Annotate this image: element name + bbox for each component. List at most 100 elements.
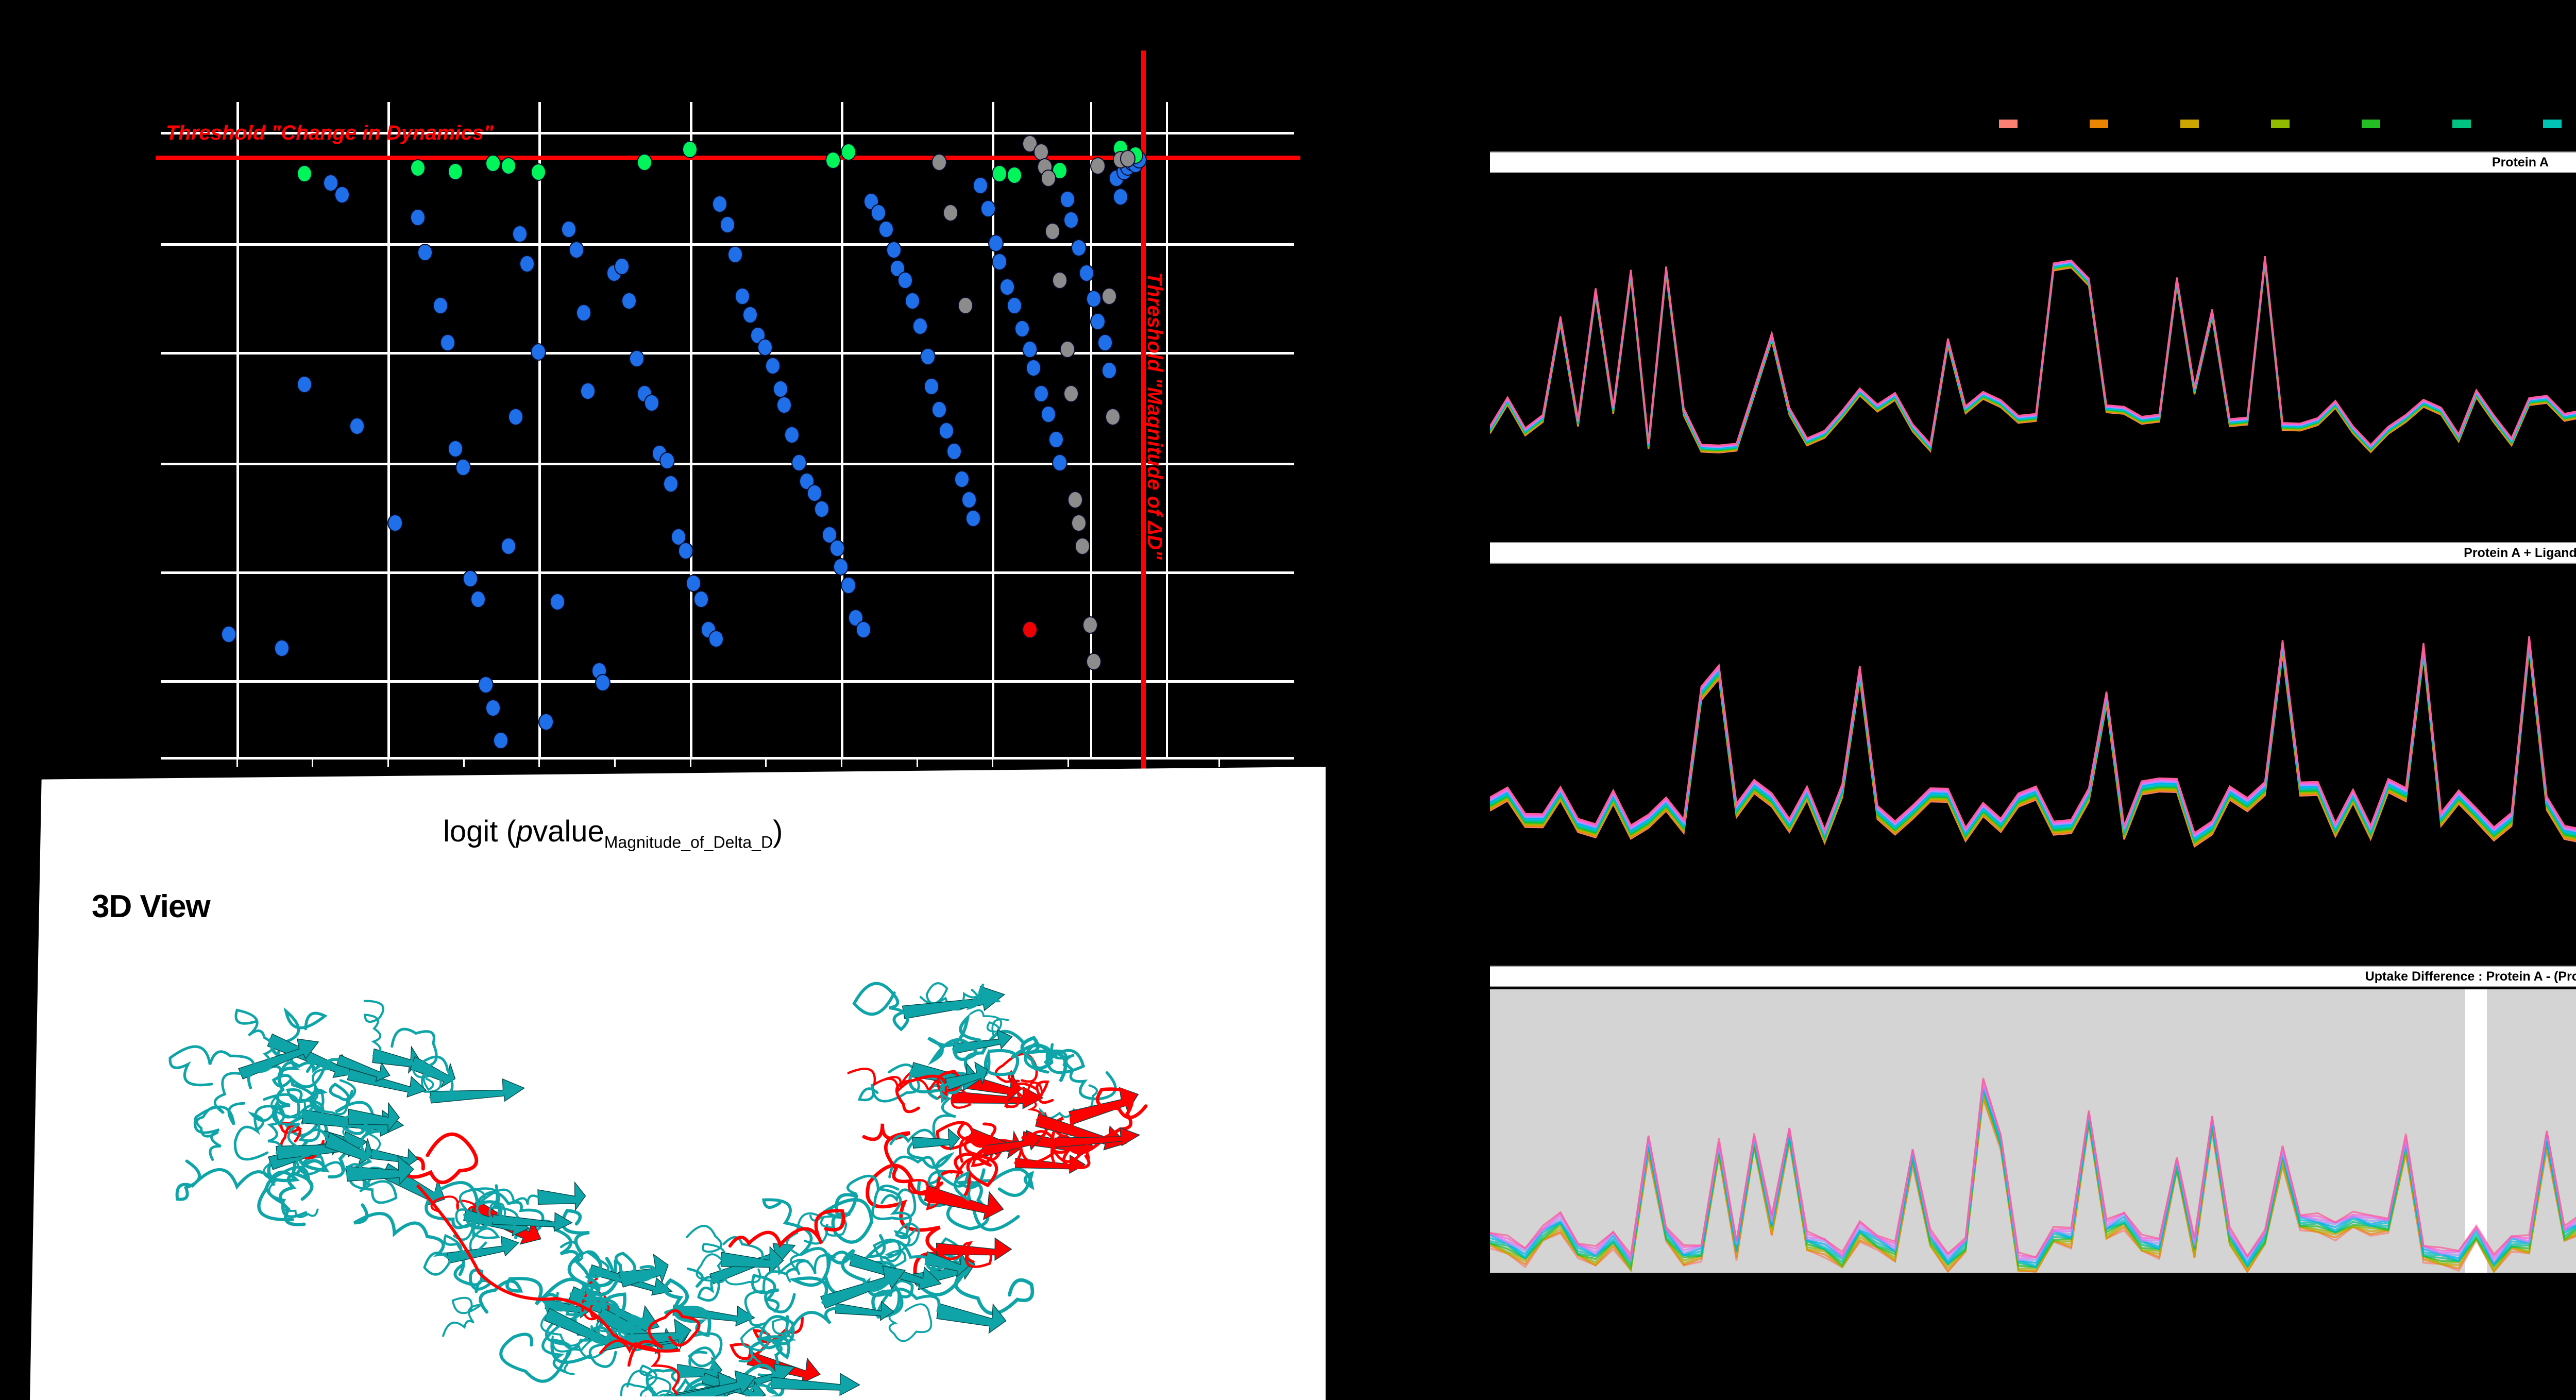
- scatter-point[interactable]: [905, 292, 921, 310]
- scatter-point[interactable]: [1033, 384, 1049, 402]
- scatter-point[interactable]: [682, 140, 698, 158]
- scatter-point[interactable]: [1041, 406, 1057, 424]
- scatter-point[interactable]: [595, 673, 611, 691]
- scatter-point[interactable]: [387, 514, 403, 532]
- scatter-point[interactable]: [727, 246, 743, 264]
- legend-swatch[interactable]: [2180, 120, 2199, 128]
- scatter-point[interactable]: [735, 288, 751, 306]
- scatter-point[interactable]: [614, 257, 630, 275]
- scatter-point[interactable]: [829, 539, 845, 558]
- scatter-point[interactable]: [621, 292, 637, 310]
- legend-swatch[interactable]: [2362, 120, 2380, 128]
- legend-swatch[interactable]: [2090, 120, 2108, 128]
- scatter-point[interactable]: [897, 271, 913, 289]
- scatter-point[interactable]: [1067, 491, 1083, 509]
- scatter-point[interactable]: [493, 732, 509, 750]
- volcano-plot-area[interactable]: Threshold "Change in Dynamics" Threshold …: [156, 50, 1300, 805]
- scatter-point[interactable]: [946, 442, 962, 460]
- scatter-point[interactable]: [833, 558, 849, 576]
- scatter-point[interactable]: [500, 157, 516, 175]
- scatter-point[interactable]: [448, 440, 463, 458]
- scatter-point[interactable]: [1014, 319, 1030, 338]
- uptake-strip-difference[interactable]: Uptake Difference : Protein A - (Protein…: [1490, 966, 2576, 1285]
- scatter-point[interactable]: [334, 185, 350, 204]
- scatter-point[interactable]: [757, 338, 773, 356]
- scatter-point[interactable]: [814, 500, 830, 518]
- scatter-point[interactable]: [485, 699, 501, 717]
- scatter-point[interactable]: [1071, 239, 1087, 257]
- scatter-point[interactable]: [708, 630, 724, 648]
- threshold-line-horizontal[interactable]: [156, 155, 1300, 160]
- scatter-point[interactable]: [1120, 149, 1136, 167]
- scatter-point[interactable]: [1041, 170, 1057, 188]
- scatter-point[interactable]: [791, 454, 807, 472]
- scatter-point[interactable]: [1097, 333, 1113, 351]
- scatter-point[interactable]: [410, 209, 426, 227]
- scatter-point[interactable]: [636, 153, 652, 171]
- legend-swatch[interactable]: [1999, 120, 2018, 128]
- scatter-point[interactable]: [686, 574, 701, 592]
- scatter-point[interactable]: [629, 350, 645, 368]
- scatter-point[interactable]: [776, 396, 792, 414]
- scatter-point[interactable]: [417, 243, 433, 261]
- uptake-strip-protein-a[interactable]: Protein A: [1490, 151, 2576, 471]
- scatter-point[interactable]: [1052, 271, 1068, 289]
- scatter-point[interactable]: [1082, 616, 1098, 634]
- scatter-point[interactable]: [939, 421, 955, 440]
- scatter-point[interactable]: [720, 215, 735, 233]
- scatter-point[interactable]: [478, 676, 494, 694]
- scatter-point[interactable]: [1007, 166, 1023, 184]
- scatter-point[interactable]: [931, 153, 947, 171]
- scatter-point[interactable]: [410, 159, 426, 177]
- scatter-point[interactable]: [999, 278, 1015, 296]
- scatter-point[interactable]: [840, 143, 856, 161]
- scatter-point[interactable]: [1078, 264, 1094, 282]
- threshold-line-vertical[interactable]: [1141, 50, 1146, 805]
- scatter-point[interactable]: [1063, 211, 1079, 229]
- legend-swatch[interactable]: [2452, 120, 2471, 128]
- scatter-point[interactable]: [1052, 454, 1068, 472]
- scatter-point[interactable]: [678, 542, 694, 560]
- scatter-point[interactable]: [973, 176, 989, 194]
- scatter-point[interactable]: [512, 225, 528, 243]
- scatter-point[interactable]: [550, 593, 565, 611]
- scatter-point[interactable]: [742, 306, 758, 324]
- scatter-point[interactable]: [1105, 408, 1121, 426]
- scatter-point[interactable]: [659, 451, 675, 469]
- scatter-point[interactable]: [712, 195, 728, 213]
- scatter-point[interactable]: [561, 220, 577, 238]
- scatter-point[interactable]: [1048, 431, 1064, 449]
- scatter-point[interactable]: [1060, 190, 1075, 208]
- uptake-strip-protein-a-ligand[interactable]: Protein A + Ligand: [1490, 542, 2576, 862]
- scatter-point[interactable]: [988, 234, 1004, 252]
- scatter-point[interactable]: [772, 380, 788, 398]
- scatter-point[interactable]: [825, 151, 841, 170]
- scatter-point[interactable]: [942, 204, 958, 222]
- scatter-point[interactable]: [931, 401, 947, 419]
- scatter-point[interactable]: [432, 297, 448, 315]
- scatter-point[interactable]: [1026, 359, 1041, 377]
- scatter-point[interactable]: [274, 639, 290, 657]
- scatter-point[interactable]: [886, 241, 902, 259]
- scatter-point[interactable]: [485, 154, 501, 172]
- scatter-point[interactable]: [878, 220, 894, 238]
- scatter-point[interactable]: [1033, 143, 1049, 161]
- scatter-point[interactable]: [1090, 313, 1106, 331]
- scatter-point[interactable]: [531, 343, 547, 361]
- scatter-point[interactable]: [1101, 288, 1117, 306]
- scatter-point[interactable]: [296, 165, 312, 183]
- scatter-point[interactable]: [1112, 188, 1128, 206]
- scatter-point[interactable]: [1086, 653, 1102, 671]
- scatter-point[interactable]: [568, 241, 584, 259]
- scatter-point[interactable]: [1086, 290, 1102, 308]
- scatter-point[interactable]: [954, 470, 970, 488]
- scatter-point[interactable]: [455, 459, 471, 477]
- scatter-point[interactable]: [644, 394, 660, 412]
- scatter-point[interactable]: [221, 625, 236, 643]
- scatter-point[interactable]: [912, 317, 928, 335]
- scatter-point[interactable]: [1007, 297, 1023, 315]
- scatter-point[interactable]: [519, 255, 535, 273]
- scatter-point[interactable]: [924, 378, 939, 396]
- strip-plot-area-2[interactable]: [1490, 989, 2576, 1273]
- scatter-point[interactable]: [822, 526, 837, 544]
